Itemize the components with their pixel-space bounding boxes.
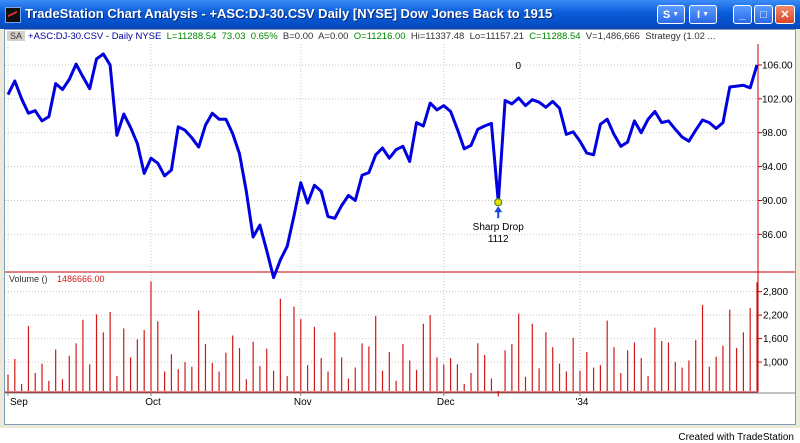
i-menu-label: I — [697, 8, 701, 21]
price-axis-ticks: 86.00 90.00 94.00 98.00 102.00 106.00 — [758, 60, 793, 241]
symbol-label: +ASC:DJ-30.CSV - Daily NYSE — [28, 31, 162, 42]
low-value: Lo=11157.21 — [469, 31, 524, 42]
symbol-info-bar: SA +ASC:DJ-30.CSV - Daily NYSE L=11288.54… — [7, 31, 715, 42]
volume-panel-label: Volume () — [9, 274, 48, 284]
chart-app-icon — [5, 7, 21, 23]
price-tick-label: 98.00 — [762, 128, 787, 139]
close-value: C=11288.54 — [529, 31, 581, 42]
annotation-label: Sharp Drop — [473, 222, 525, 233]
entry-marker-icon[interactable] — [494, 198, 503, 207]
volume-value: V=1,486,666 — [585, 31, 640, 42]
window-title: TradeStation Chart Analysis - +ASC:DJ-30… — [25, 6, 553, 21]
price-tick-label: 106.00 — [762, 60, 793, 71]
price-tick-label: 102.00 — [762, 94, 793, 105]
strategy-label: Strategy (1.02 ... — [645, 31, 716, 42]
maximize-button[interactable]: □ — [754, 5, 773, 24]
maximize-icon: □ — [760, 8, 767, 21]
volume-tick-label: 1,000 — [763, 358, 788, 369]
s-menu-label: S — [662, 8, 671, 21]
price-series-line — [6, 52, 759, 280]
date-axis-labels: Sep Oct Nov Dec '34 — [7, 392, 589, 408]
date-tick-label: Oct — [145, 397, 161, 408]
date-tick-label: Dec — [437, 397, 455, 408]
title-bar[interactable]: TradeStation Chart Analysis - +ASC:DJ-30… — [0, 0, 800, 29]
minimize-icon: _ — [739, 8, 746, 21]
volume-tick-label: 1,600 — [763, 334, 788, 345]
zero-marker-label: 0 — [515, 61, 521, 72]
annotation-value: 1112 — [488, 234, 509, 245]
high-value: Hi=11337.48 — [410, 31, 465, 42]
volume-bars — [7, 281, 758, 397]
dropdown-arrow-icon: ▼ — [672, 11, 680, 18]
date-tick-label: Nov — [294, 397, 312, 408]
percent-change: 0.65% — [250, 31, 278, 42]
price-tick-label: 94.00 — [762, 162, 787, 173]
close-button[interactable]: ✕ — [775, 5, 795, 24]
price-tick-label: 86.00 — [762, 230, 787, 241]
last-price: L=11288.54 — [166, 31, 217, 42]
close-icon: ✕ — [780, 9, 790, 21]
s-menu-button[interactable]: S ▼ — [657, 5, 685, 24]
net-change: 73.03 — [221, 31, 246, 42]
volume-panel-value: 1486666.00 — [57, 274, 105, 284]
i-menu-button[interactable]: I ▼ — [689, 5, 717, 24]
sa-button[interactable]: SA — [7, 31, 26, 41]
volume-axis-ticks: 1,000 1,600 2,200 2,800 — [758, 287, 788, 369]
dropdown-arrow-icon: ▼ — [702, 11, 709, 18]
date-tick-label: Sep — [10, 397, 28, 408]
volume-tick-label: 2,800 — [763, 287, 788, 298]
date-tick-label: '34 — [575, 397, 588, 408]
volume-tick-label: 2,200 — [763, 311, 788, 322]
open-value: O=11216.00 — [353, 31, 406, 42]
up-arrowhead-icon — [494, 206, 503, 213]
bid-value: B=0.00 — [282, 31, 314, 42]
price-tick-label: 90.00 — [762, 196, 787, 207]
tradestation-window: TradeStation Chart Analysis - +ASC:DJ-30… — [0, 0, 800, 428]
footer-credit: Created with TradeStation — [678, 432, 794, 443]
chart-area[interactable]: SA +ASC:DJ-30.CSV - Daily NYSE L=11288.54… — [4, 29, 796, 425]
ask-value: A=0.00 — [318, 31, 349, 42]
grid-lines — [5, 44, 757, 392]
minimize-button[interactable]: _ — [733, 5, 752, 24]
